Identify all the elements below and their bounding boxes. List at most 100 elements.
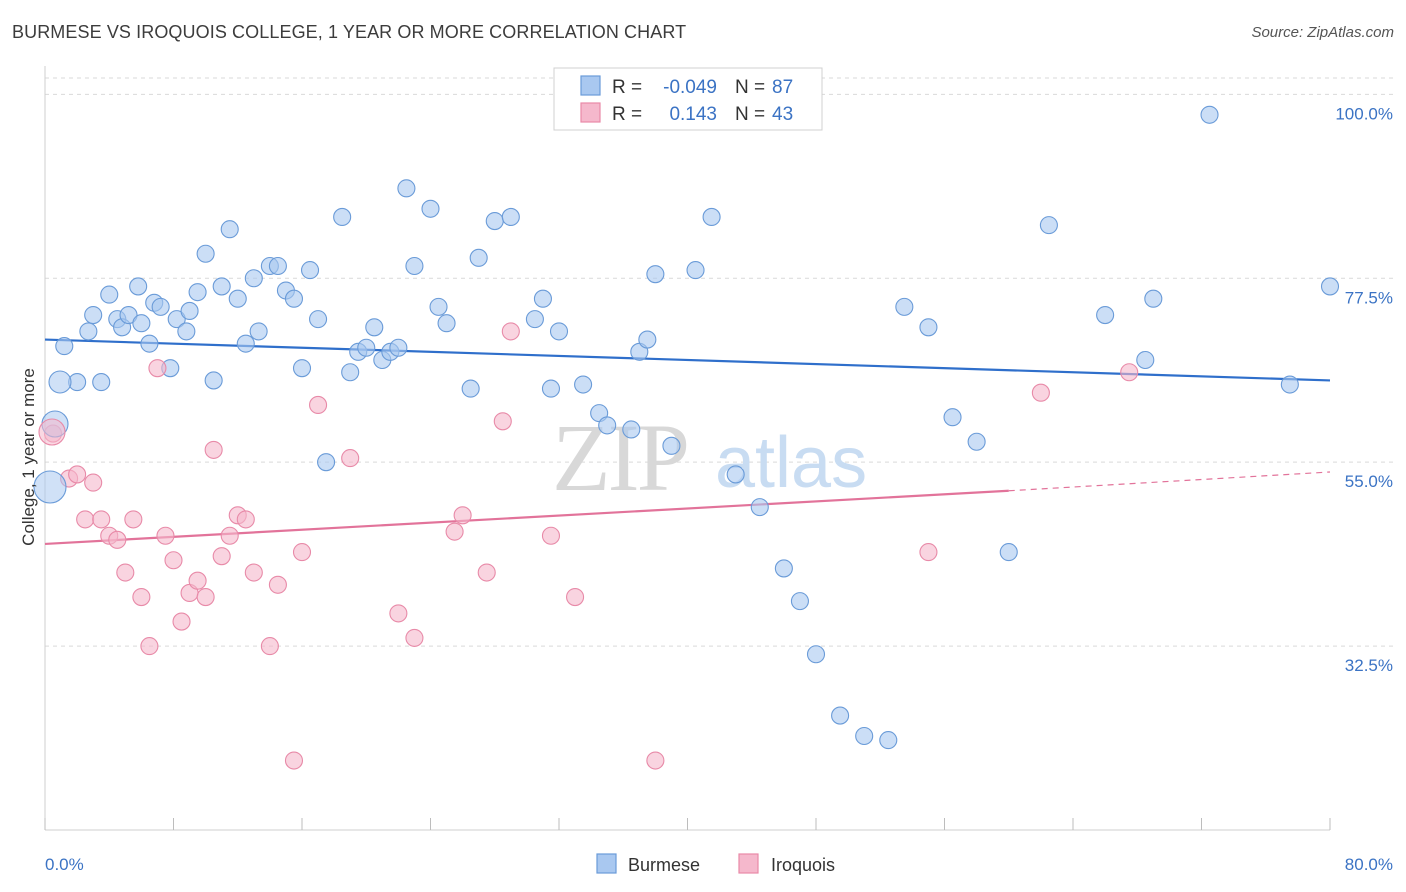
legend-r-value-2: 0.143 bbox=[669, 104, 717, 125]
point-burmese bbox=[437, 314, 456, 333]
point-iroquois bbox=[156, 526, 175, 545]
point-burmese bbox=[228, 289, 247, 308]
source-label: Source: ZipAtlas.com bbox=[1251, 24, 1394, 41]
point-burmese bbox=[129, 277, 148, 296]
point-burmese bbox=[638, 330, 657, 349]
point-burmese bbox=[525, 310, 544, 329]
point-burmese bbox=[662, 436, 681, 455]
point-burmese bbox=[1280, 375, 1299, 394]
point-burmese bbox=[774, 559, 793, 578]
point-burmese bbox=[598, 416, 617, 435]
point-iroquois bbox=[140, 637, 159, 656]
point-iroquois bbox=[541, 526, 561, 545]
point-burmese bbox=[341, 363, 360, 382]
bottom-legend-swatch-burmese bbox=[596, 853, 617, 874]
point-burmese bbox=[140, 334, 159, 353]
legend-swatch-burmese bbox=[580, 75, 601, 96]
y-tick-label: 55.0% bbox=[1345, 472, 1393, 491]
point-burmese bbox=[196, 244, 215, 263]
legend-r-value-1: -0.049 bbox=[663, 77, 717, 98]
point-burmese-large bbox=[33, 470, 67, 504]
point-iroquois bbox=[284, 751, 304, 770]
point-burmese bbox=[879, 731, 898, 750]
point-iroquois bbox=[236, 510, 255, 529]
point-burmese bbox=[204, 371, 223, 390]
point-iroquois bbox=[196, 587, 215, 607]
point-iroquois bbox=[148, 359, 167, 378]
point-burmese bbox=[646, 265, 665, 284]
point-burmese bbox=[236, 334, 255, 353]
y-axis-title: College, 1 year or more bbox=[19, 368, 38, 546]
trend-line-burmese bbox=[44, 338, 1331, 382]
legend-r-label-1: R = bbox=[612, 77, 642, 98]
legend-r-label-2: R = bbox=[612, 104, 642, 125]
point-iroquois bbox=[244, 563, 263, 582]
point-iroquois bbox=[188, 571, 207, 590]
point-burmese bbox=[1096, 305, 1115, 325]
point-burmese bbox=[167, 310, 186, 329]
point-burmese bbox=[574, 375, 593, 394]
point-burmese bbox=[132, 314, 151, 333]
point-burmese bbox=[300, 261, 320, 280]
point-iroquois bbox=[646, 751, 665, 770]
point-burmese bbox=[365, 318, 384, 337]
point-burmese bbox=[357, 338, 376, 357]
point-burmese bbox=[389, 338, 408, 357]
point-iroquois bbox=[389, 604, 408, 623]
point-iroquois bbox=[76, 510, 95, 529]
point-burmese bbox=[317, 453, 336, 472]
y-tick-label: 100.0% bbox=[1335, 104, 1393, 123]
legend-n-label-1: N = bbox=[735, 77, 765, 98]
x-tick-label-max: 80.0% bbox=[1345, 855, 1393, 874]
point-iroquois bbox=[172, 612, 191, 631]
point-burmese bbox=[533, 289, 552, 308]
point-burmese bbox=[686, 261, 705, 280]
legend-swatch-iroquois bbox=[580, 102, 601, 123]
y-tick-label: 32.5% bbox=[1345, 656, 1393, 675]
bottom-legend-label-burmese: Burmese bbox=[628, 855, 700, 875]
point-burmese-large bbox=[48, 370, 72, 394]
point-burmese bbox=[919, 318, 938, 337]
point-burmese bbox=[831, 706, 850, 725]
point-burmese bbox=[1320, 277, 1340, 296]
point-iroquois bbox=[68, 465, 87, 484]
legend-n-label-2: N = bbox=[735, 104, 765, 125]
point-burmese bbox=[55, 337, 74, 356]
point-burmese bbox=[292, 359, 312, 378]
point-burmese bbox=[244, 269, 263, 288]
point-burmese bbox=[212, 277, 231, 296]
point-burmese bbox=[268, 256, 287, 276]
point-iroquois bbox=[84, 473, 103, 492]
point-iroquois bbox=[92, 510, 111, 529]
point-iroquois bbox=[124, 510, 143, 529]
point-burmese bbox=[84, 305, 103, 325]
trend-line-iroquois-extension bbox=[1008, 471, 1331, 492]
point-burmese bbox=[284, 289, 304, 308]
point-burmese bbox=[549, 322, 569, 341]
point-iroquois bbox=[453, 506, 472, 525]
point-burmese bbox=[92, 373, 111, 392]
point-burmese bbox=[421, 199, 440, 218]
point-burmese bbox=[119, 305, 138, 325]
data-points bbox=[33, 105, 1340, 770]
point-iroquois bbox=[220, 526, 239, 545]
point-burmese bbox=[309, 310, 328, 329]
point-iroquois bbox=[566, 587, 585, 607]
point-burmese bbox=[79, 322, 98, 341]
point-burmese bbox=[622, 420, 641, 439]
point-iroquois bbox=[477, 563, 496, 582]
point-burmese bbox=[1039, 216, 1058, 235]
point-burmese bbox=[702, 207, 721, 227]
point-iroquois bbox=[341, 449, 360, 468]
point-burmese bbox=[790, 592, 809, 611]
point-iroquois bbox=[919, 543, 938, 562]
legend-n-value-2: 43 bbox=[772, 104, 793, 125]
point-iroquois bbox=[1120, 363, 1139, 382]
tick-labels: 32.5% 55.0% 77.5% 100.0% 0.0% 80.0% bbox=[45, 104, 1393, 874]
x-tick-label-min: 0.0% bbox=[45, 855, 84, 874]
point-iroquois bbox=[260, 637, 279, 656]
point-iroquois bbox=[493, 412, 512, 431]
point-burmese bbox=[855, 726, 874, 746]
point-iroquois bbox=[292, 543, 312, 562]
